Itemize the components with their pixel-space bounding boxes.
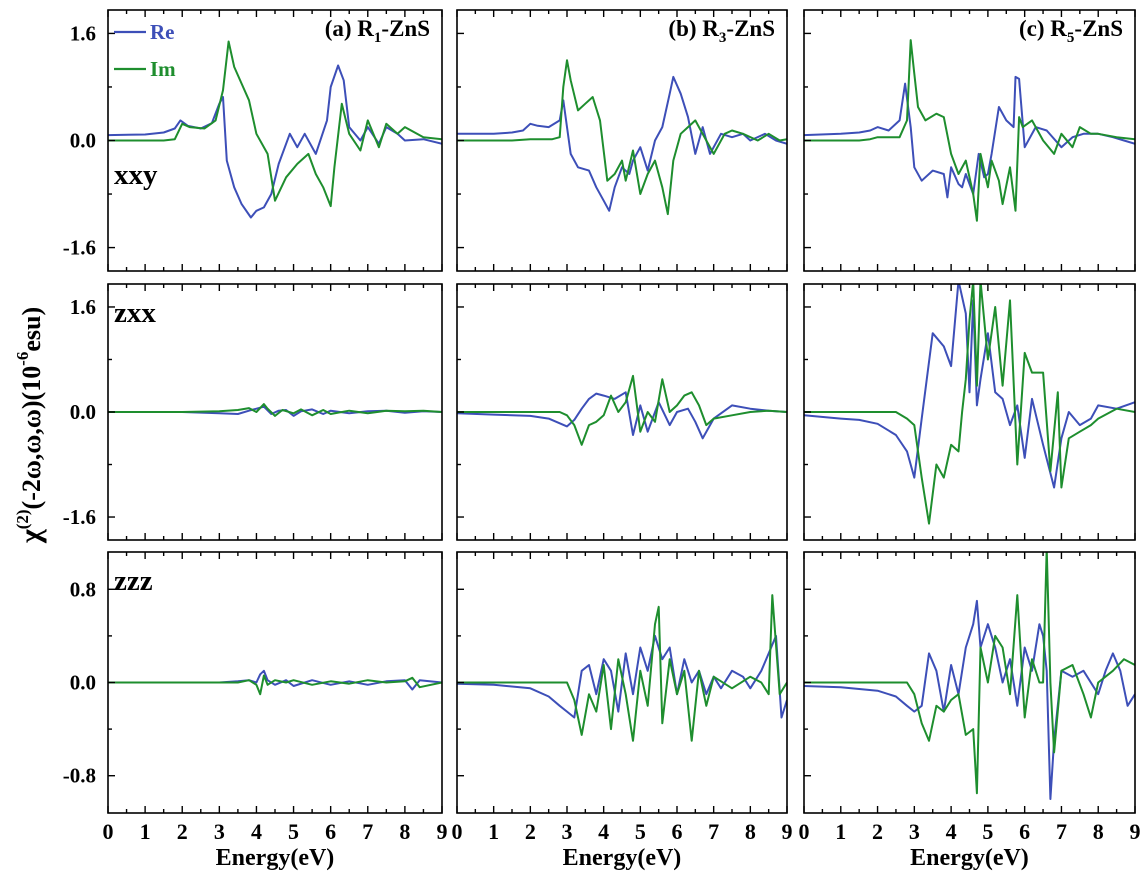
panel-col-c-zxx (803, 283, 1136, 541)
series-line-re (804, 75, 1135, 199)
x-tick-label: 8 (399, 819, 410, 844)
series-line-im (804, 284, 1135, 525)
x-tick-label: 7 (1056, 819, 1067, 844)
y-axis-label: χ(2)(-2ω,ω,ω)(10-6esu) (13, 307, 47, 544)
panel-col-a-xxy: 1.6 0.0 -1.6 xxy (a) R1-ZnS Re Im (63, 9, 443, 272)
x-axis-label: Energy(eV) (563, 845, 682, 871)
series-line-re (804, 284, 1135, 489)
x-tick-label: 9 (782, 819, 793, 844)
y-tick-label: 1.6 (70, 21, 96, 45)
x-tick-label: 3 (562, 819, 573, 844)
x-tick-label: 2 (525, 819, 536, 844)
x-tick-label: 6 (325, 819, 336, 844)
panel-col-a-zzz: 0.8 0.0 -0.8 zzz 0 1 2 3 4 5 6 7 8 9 Energy(eV) (63, 551, 448, 871)
panel-title: (b) R3-ZnS (668, 16, 775, 46)
x-tick-label: 2 (177, 819, 188, 844)
x-tick-label: 7 (362, 819, 373, 844)
x-tick-label: 1 (488, 819, 499, 844)
x-tick-label: 1 (140, 819, 151, 844)
y-tick-label: 0.0 (70, 671, 96, 695)
x-tick-label: 3 (909, 819, 920, 844)
x-tick-label: 8 (1093, 819, 1104, 844)
series-line-im (457, 594, 787, 742)
x-tick-label: 0 (452, 819, 463, 844)
y-tick-label: 1.6 (70, 295, 96, 319)
series-line-re (804, 599, 1135, 800)
x-tick-label: 1 (835, 819, 846, 844)
x-tick-label: 0 (799, 819, 810, 844)
series-line-im (457, 59, 787, 216)
x-tick-label: 7 (708, 819, 719, 844)
series-line-im (108, 403, 442, 417)
component-label: xxy (114, 159, 158, 191)
x-tick-label: 0 (103, 819, 114, 844)
x-tick-label: 5 (635, 819, 646, 844)
series-line-re (457, 391, 787, 440)
x-tick-label: 6 (672, 819, 683, 844)
x-axis-label: Energy(eV) (910, 845, 1029, 871)
legend-label-im: Im (150, 57, 176, 81)
series-line-im (108, 674, 442, 696)
y-tick-label: -0.8 (63, 764, 96, 788)
y-tick-label: -1.6 (63, 505, 96, 529)
y-tick-label: 0.8 (70, 577, 96, 601)
x-tick-label: 5 (982, 819, 993, 844)
x-tick-label: 2 (872, 819, 883, 844)
x-axis-label: Energy(eV) (216, 845, 335, 871)
legend: Re Im (114, 20, 176, 81)
y-tick-label: 0.0 (70, 400, 96, 424)
component-label: zzz (114, 565, 153, 597)
y-tick-label: 0.0 (70, 129, 96, 153)
x-tick-label: 5 (288, 819, 299, 844)
series-line-re (457, 75, 787, 212)
x-tick-label: 6 (1019, 819, 1030, 844)
x-tick-label: 4 (946, 819, 957, 844)
panel-col-b-zxx (456, 283, 788, 541)
x-tick-label: 8 (745, 819, 756, 844)
panel-col-b-xxy: (b) R3-ZnS (456, 9, 788, 272)
panel-col-a-zxx: 1.6 0.0 -1.6 zxx (63, 283, 443, 541)
panel-title: (a) R1-ZnS (325, 16, 430, 46)
panel-col-b-zzz: 0 1 2 3 4 5 6 7 8 9 Energy(eV) (452, 551, 793, 871)
x-tick-label: 4 (598, 819, 609, 844)
series-line-im (457, 374, 787, 446)
x-tick-label: 4 (251, 819, 262, 844)
legend-label-re: Re (150, 20, 175, 44)
series-line-im (804, 552, 1135, 795)
x-tick-label: 3 (214, 819, 225, 844)
panel-col-c-zzz: 0 1 2 3 4 5 6 7 8 9 Energy(eV) (799, 551, 1141, 871)
panel-col-c-xxy: (c) R5-ZnS (803, 9, 1136, 272)
x-tick-label: 9 (437, 819, 448, 844)
series-line-im (804, 39, 1135, 222)
y-tick-label: -1.6 (63, 236, 96, 260)
series-line-im (108, 40, 442, 208)
x-tick-label: 9 (1130, 819, 1141, 844)
component-label: zxx (114, 297, 156, 329)
panel-title: (c) R5-ZnS (1019, 16, 1123, 46)
